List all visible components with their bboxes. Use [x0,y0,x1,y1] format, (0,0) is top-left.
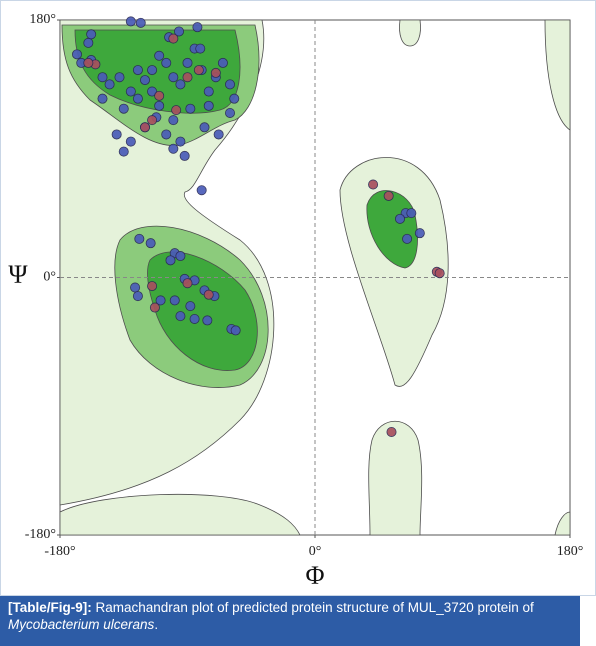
residue-point [368,179,379,190]
residue-point [168,143,179,154]
allowed-region [368,420,423,536]
allowed-region [544,19,571,131]
residue-point [406,208,417,219]
allowed-region [59,493,301,536]
residue-point [111,129,122,140]
residue-point [224,79,235,90]
residue-point [154,100,165,111]
residue-point [139,75,150,86]
residue-point [130,282,141,293]
residue-point [97,93,108,104]
residue-point [125,86,136,97]
residue-point [199,122,210,133]
residue-point [202,315,213,326]
residue-point [118,146,129,157]
residue-point [125,136,136,147]
residue-point [185,301,196,312]
caption-end: . [154,617,159,632]
residue-point [132,291,143,302]
x-tick-label: 180° [557,544,584,559]
residue-point [169,295,180,306]
caption: [Table/Fig-9]: Ramachandran plot of pred… [0,596,580,646]
residue-point [173,26,184,37]
residue-point [175,311,186,322]
y-tick-label: -180° [25,527,56,542]
allowed-region [554,511,571,536]
residue-point [147,115,158,126]
residue-point [134,233,145,244]
x-tick-label: 0° [309,544,322,559]
residue-point [394,213,405,224]
residue-point [97,72,108,83]
residue-point [104,79,115,90]
residue-point [132,93,143,104]
residue-point [203,86,214,97]
residue-point [383,190,394,201]
residue-point [83,57,94,68]
x-axis-label: Φ [305,561,324,590]
caption-species: Mycobacterium ulcerans [8,617,155,632]
residue-point [168,115,179,126]
caption-text: Ramachandran plot of predicted protein s… [95,600,534,615]
residue-point [210,67,221,78]
residue-point [224,107,235,118]
residue-point [149,302,160,313]
residue-point [175,136,186,147]
chart: Ψ Φ -180° 0° 180° -180° 0° 180° [8,12,584,590]
residue-point [217,57,228,68]
residue-point [175,79,186,90]
residue-point [168,72,179,83]
residue-point [132,65,143,76]
residue-point [135,17,146,28]
residue-point [168,33,179,44]
residue-point [86,29,97,40]
y-tick-label: 180° [29,12,56,27]
caption-label: [Table/Fig-9]: [8,600,92,615]
residue-point [192,22,203,33]
residue-point [154,50,165,61]
residue-point [414,228,425,239]
y-tick-label: 0° [43,270,56,285]
residue-point [195,43,206,54]
y-axis-label: Ψ [8,260,28,289]
residue-point [229,93,240,104]
residue-point [114,72,125,83]
residue-point [147,65,158,76]
residue-point [83,37,94,48]
residue-point [185,103,196,114]
residue-point [196,185,207,196]
residue-point [213,129,224,140]
residue-point [72,49,83,60]
residue-point [182,57,193,68]
residue-point [193,65,204,76]
residue-point [145,238,156,249]
residue-point [161,129,172,140]
residue-point [434,268,445,279]
residue-point [203,100,214,111]
residue-point [230,325,241,336]
residue-point [161,57,172,68]
residue-point [155,295,166,306]
residue-point [171,105,182,116]
residue-point [118,103,129,114]
allowed-region [399,19,421,47]
residue-point [203,289,214,300]
residue-point [402,233,413,244]
residue-point [125,16,136,27]
residue-point [147,281,158,292]
residue-point [182,72,193,83]
x-tick-label: -180° [44,544,75,559]
residue-point [182,278,193,289]
residue-point [189,313,200,324]
residue-point [154,90,165,101]
residue-point [139,122,150,133]
residue-point [175,251,186,262]
residue-point [386,426,397,437]
residue-point [165,255,176,266]
residue-point [179,150,190,161]
